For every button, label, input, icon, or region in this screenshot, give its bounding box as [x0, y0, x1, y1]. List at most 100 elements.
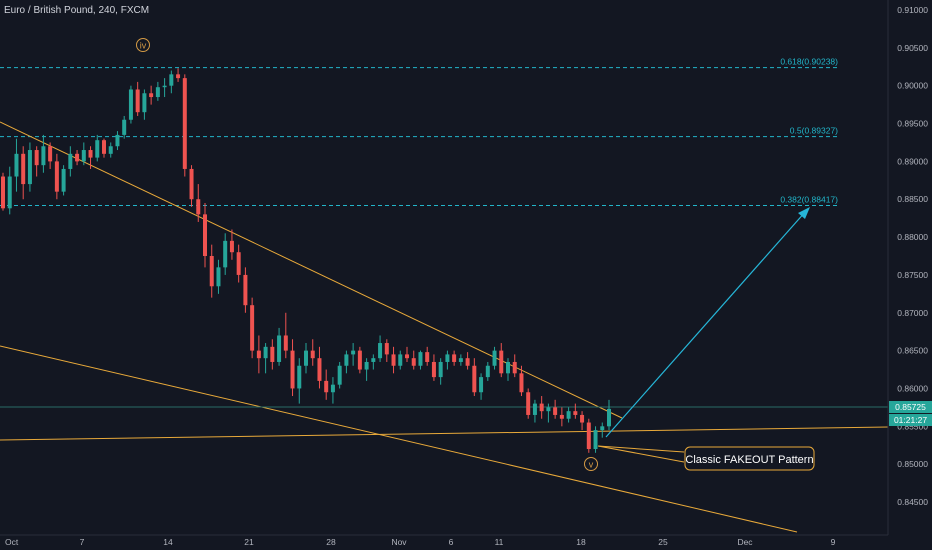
y-tick-label: 0.87000: [897, 308, 928, 318]
candle: [61, 165, 66, 196]
candle: [411, 350, 416, 370]
candle: [128, 85, 133, 124]
candle: [142, 89, 147, 120]
candle: [573, 403, 578, 419]
candle: [203, 203, 207, 268]
candle: [102, 138, 106, 158]
candle: [135, 81, 140, 116]
candle: [263, 343, 268, 374]
y-tick-label: 0.86000: [897, 383, 928, 393]
y-tick-label: 0.85500: [897, 421, 928, 431]
candle: [14, 138, 19, 192]
candle: [559, 407, 564, 427]
y-tick-label: 0.91000: [897, 5, 928, 15]
candle: [48, 142, 53, 169]
y-tick-label: 0.88500: [897, 194, 928, 204]
candle: [54, 153, 59, 200]
wave-label-v: v: [584, 457, 598, 471]
wave-v-text: v: [589, 460, 594, 470]
y-tick-label: 0.90500: [897, 43, 928, 53]
x-tick-label: Nov: [391, 537, 407, 547]
candle: [229, 229, 234, 260]
candle: [270, 339, 275, 370]
y-tick-label: 0.90000: [897, 81, 928, 91]
x-tick-label: 6: [449, 537, 454, 547]
candle: [182, 74, 187, 177]
candle: [169, 70, 174, 94]
candle: [250, 297, 255, 359]
candle: [492, 346, 497, 370]
candle: [176, 68, 181, 82]
x-tick-label: 11: [495, 537, 504, 547]
candle: [458, 354, 463, 366]
candle: [34, 146, 39, 177]
candle: [310, 339, 315, 366]
candle: [438, 358, 443, 385]
candle: [236, 244, 241, 283]
y-tick-label: 0.86500: [897, 346, 928, 356]
x-tick-label: 21: [244, 537, 254, 547]
candle: [405, 346, 409, 362]
candle: [95, 134, 100, 162]
candle: [351, 343, 356, 366]
price-axis[interactable]: 0.91000 0.90500 0.90000 0.89500 0.89000 0.885…: [897, 5, 928, 507]
upper-trendline: [0, 121, 623, 419]
candle: [108, 142, 113, 158]
candle: [499, 343, 504, 378]
candle: [290, 339, 295, 397]
y-tick-label: 0.87500: [897, 270, 928, 280]
candle: [539, 396, 544, 419]
candle: [398, 350, 403, 370]
candle: [297, 358, 302, 404]
candle: [512, 354, 517, 378]
candle: [391, 346, 396, 374]
candle: [27, 142, 32, 192]
candle: [256, 335, 261, 374]
candle: [243, 267, 248, 313]
candle: [431, 354, 436, 381]
fib-level-label: 0.382(0.88417): [780, 195, 838, 205]
time-axis[interactable]: Oct 7 14 21 28 Nov 6 11 18 25 Dec 9: [5, 537, 836, 547]
candle: [506, 358, 510, 381]
y-tick-label: 0.84500: [897, 497, 928, 507]
bar-countdown-label: 01:21:27: [894, 415, 927, 425]
candle: [445, 350, 450, 370]
candle: [304, 343, 308, 374]
x-tick-label: Oct: [5, 537, 19, 547]
candle: [68, 146, 73, 177]
annotation-callout: Classic FAKEOUT Pattern: [597, 445, 815, 471]
y-tick-label: 0.89000: [897, 156, 928, 166]
x-tick-label: 18: [576, 537, 586, 547]
current-price-badge: 0.85725 01:21:27: [889, 401, 932, 426]
candle: [479, 373, 484, 400]
y-tick-label: 0.85000: [897, 459, 928, 469]
candle: [75, 150, 80, 166]
candle: [546, 403, 551, 423]
candle: [553, 399, 558, 419]
candle: [115, 131, 120, 151]
candle: [21, 146, 26, 200]
candle: [283, 312, 288, 359]
trendlines: [0, 121, 889, 533]
candle: [425, 346, 430, 366]
current-price-label: 0.85725: [895, 402, 926, 412]
candle: [317, 346, 322, 389]
x-tick-label: 9: [831, 537, 836, 547]
candle: [155, 81, 160, 101]
y-tick-label: 0.88000: [897, 232, 928, 242]
candle: [223, 233, 228, 275]
fib-level-label: 0.5(0.89327): [790, 126, 838, 136]
wave-iv-text: iv: [140, 41, 147, 51]
candle: [330, 377, 335, 404]
candle: [149, 85, 154, 105]
candle: [593, 426, 598, 453]
candle: [600, 422, 605, 438]
candle: [485, 361, 490, 381]
candle: [357, 346, 362, 374]
x-tick-label: 7: [80, 537, 85, 547]
candle: [122, 115, 127, 139]
fibonacci-levels: 0.618(0.90238) 0.5(0.89327) 0.382(0.88417): [0, 57, 840, 207]
fib-level-label: 0.618(0.90238): [780, 57, 838, 67]
candle: [418, 350, 423, 370]
